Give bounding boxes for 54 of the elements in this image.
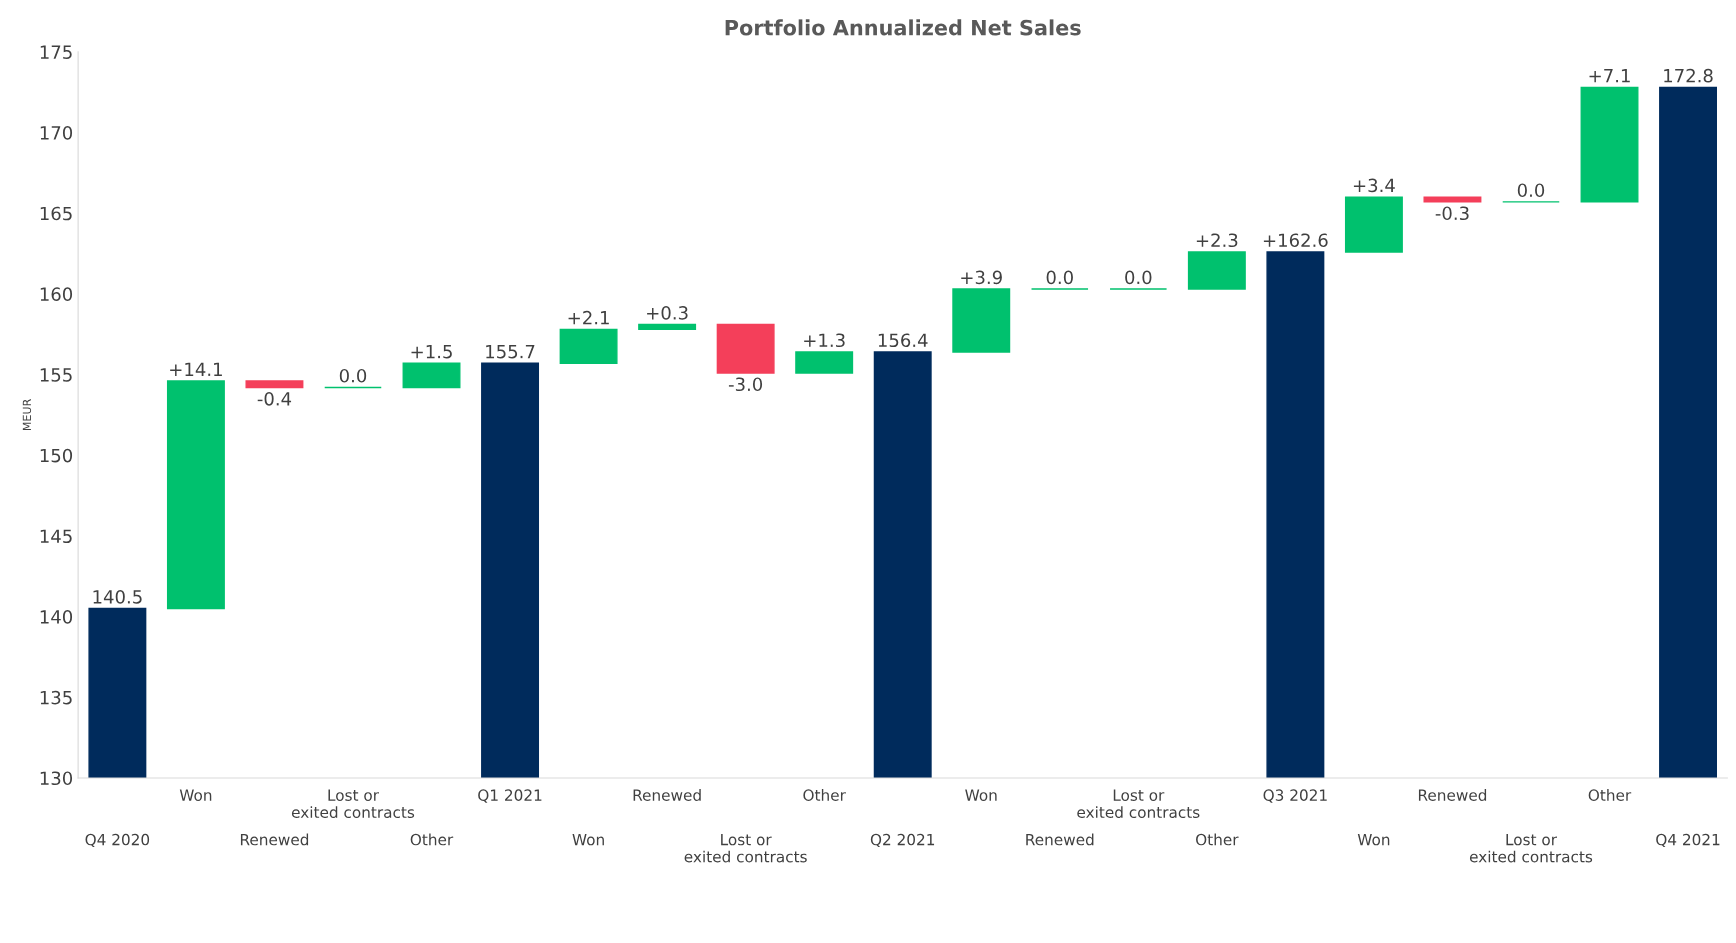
data-label: +7.1 — [1589, 69, 1630, 83]
y-tick-label: 170 — [40, 126, 73, 140]
x-tick-label: Lost or exited contracts — [291, 789, 415, 819]
x-tick-label: Won — [1357, 834, 1390, 846]
data-label: +1.5 — [411, 344, 452, 359]
x-tick-label: Lost or exited contracts — [684, 834, 807, 863]
chart-title: Portfolio Annualized Net Sales — [725, 19, 1081, 36]
y-tick-label: 165 — [40, 206, 72, 221]
x-tick-label: Q1 2021 — [478, 789, 542, 803]
x-tick-label: Renewed — [1418, 789, 1487, 801]
data-label: 0.0 — [1125, 270, 1152, 285]
y-tick-label: 130 — [40, 771, 73, 786]
data-label: +14.1 — [170, 362, 222, 376]
data-label: 140.5 — [93, 590, 142, 604]
data-label: +3.4 — [1353, 178, 1395, 193]
y-axis-title: MEUR — [22, 399, 32, 431]
data-label: +2.1 — [568, 310, 609, 325]
data-label: 0.0 — [339, 368, 367, 383]
data-label: +162.6 — [1263, 233, 1328, 248]
x-tick-label: Renewed — [633, 789, 701, 801]
data-label: 0.0 — [1046, 270, 1073, 285]
y-tick-label: 145 — [40, 529, 72, 544]
x-tick-label: Q2 2021 — [870, 833, 935, 848]
y-tick-label: 160 — [40, 287, 73, 302]
x-tick-label: Other — [1196, 833, 1239, 846]
y-tick-label: 135 — [40, 690, 72, 705]
x-tick-label: Renewed — [1026, 833, 1094, 846]
x-tick-label: Q4 2020 — [85, 833, 150, 848]
x-tick-label: Lost or exited contracts — [1077, 789, 1200, 819]
y-tick-label: 155 — [40, 368, 72, 382]
data-label: 156.4 — [878, 333, 928, 348]
y-tick-label: 150 — [40, 448, 73, 463]
y-tick-label: 140 — [40, 610, 73, 624]
data-label: -0.3 — [1435, 206, 1469, 221]
data-label: -0.4 — [257, 391, 292, 406]
x-tick-label: Other — [410, 833, 454, 846]
data-label: -3.0 — [728, 377, 763, 392]
x-tick-label: Won — [965, 789, 997, 801]
data-label: 0.0 — [1517, 183, 1545, 198]
x-tick-label: Q4 2021 — [1656, 833, 1720, 848]
data-label: +1.3 — [804, 333, 845, 348]
y-tick-label: 175 — [40, 45, 72, 59]
data-label: 155.7 — [486, 344, 535, 359]
x-tick-label: Other — [803, 789, 846, 801]
x-tick-label: Won — [179, 789, 212, 801]
x-tick-label: Q3 2021 — [1263, 789, 1327, 803]
x-tick-label: Won — [572, 834, 604, 846]
data-label: 172.8 — [1664, 68, 1713, 83]
x-tick-label: Other — [1588, 789, 1632, 801]
x-tick-label: Lost or exited contracts — [1469, 834, 1593, 863]
data-label: +2.3 — [1196, 233, 1238, 248]
x-tick-label: Renewed — [240, 833, 309, 846]
data-label: +3.9 — [961, 270, 1002, 285]
data-label: +0.3 — [647, 306, 688, 320]
